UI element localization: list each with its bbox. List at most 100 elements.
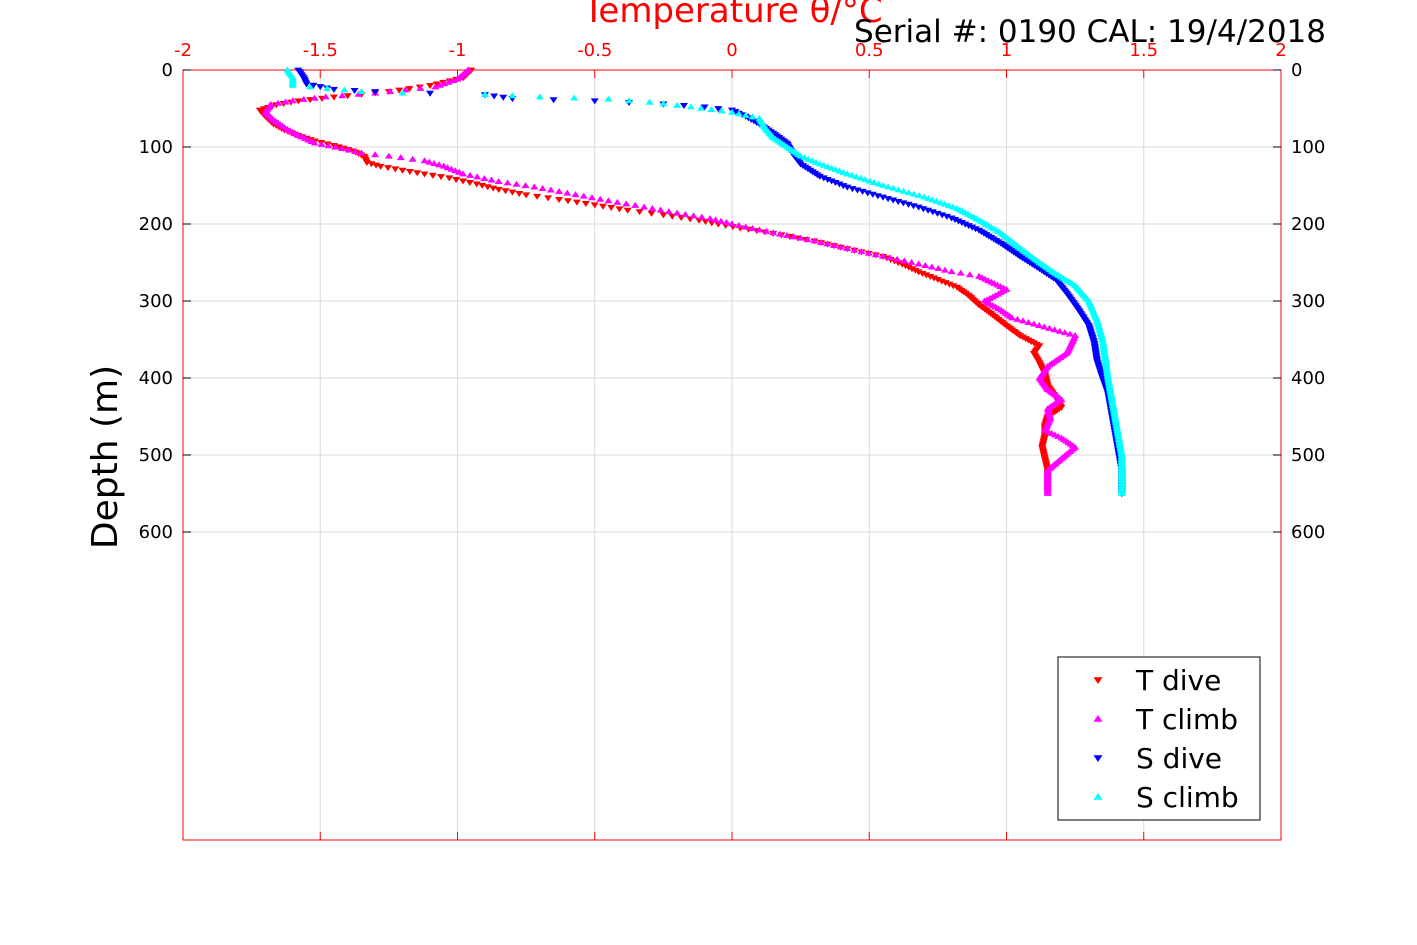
data-point — [816, 238, 825, 245]
data-point — [664, 208, 673, 215]
data-point — [329, 94, 338, 101]
legend-label: T climb — [1135, 703, 1238, 736]
data-point — [555, 188, 564, 195]
data-point — [656, 206, 665, 213]
data-point — [803, 235, 812, 242]
data-point — [706, 215, 715, 222]
data-point — [480, 91, 489, 98]
data-point — [928, 209, 937, 216]
data-point — [951, 216, 960, 223]
data-point — [376, 163, 385, 170]
data-point — [437, 174, 446, 181]
data-point — [915, 192, 924, 199]
data-point — [904, 189, 913, 196]
data-point — [613, 198, 622, 205]
data-point — [405, 168, 414, 175]
series-s-dive — [294, 67, 1126, 498]
data-point — [508, 189, 517, 196]
data-point — [604, 95, 613, 102]
data-point — [449, 77, 458, 84]
data-point — [434, 161, 443, 168]
data-point — [453, 75, 462, 82]
legend-label: T dive — [1135, 664, 1221, 697]
data-point — [1045, 324, 1054, 331]
data-point — [734, 110, 743, 117]
data-point — [1055, 327, 1064, 334]
data-point — [640, 203, 649, 210]
data-point — [932, 197, 941, 204]
legend-marker — [1093, 755, 1103, 763]
data-point — [865, 177, 874, 184]
data-point — [921, 261, 930, 268]
data-point — [933, 210, 942, 217]
chart-title: Temperature θ/°C — [582, 0, 882, 31]
data-point — [357, 149, 366, 156]
data-point — [776, 230, 785, 237]
legend-marker — [1093, 714, 1103, 722]
data-point — [878, 252, 887, 259]
data-point — [940, 200, 949, 207]
data-point — [889, 184, 898, 191]
data-point — [466, 171, 475, 178]
data-point — [1050, 326, 1059, 333]
data-point — [1024, 318, 1033, 325]
data-point — [465, 180, 474, 187]
x-tick-label: 1.5 — [1129, 40, 1158, 61]
data-point — [631, 201, 640, 208]
data-point — [413, 170, 422, 177]
data-point — [351, 148, 360, 155]
data-point — [570, 94, 579, 101]
data-point — [647, 210, 656, 217]
data-point — [473, 173, 482, 180]
legend-box — [1057, 656, 1261, 821]
data-point — [847, 171, 856, 178]
data-point — [874, 180, 883, 187]
data-point — [635, 209, 644, 216]
data-point — [908, 266, 917, 273]
legend-label: S climb — [1136, 781, 1239, 814]
data-point — [579, 192, 588, 199]
data-point — [1013, 315, 1022, 322]
data-point — [398, 89, 407, 96]
data-point — [1117, 489, 1126, 496]
data-point — [914, 204, 923, 211]
data-point — [588, 194, 597, 201]
data-point — [878, 181, 887, 188]
y-tick-label-right: 0 — [1291, 60, 1302, 81]
data-point — [302, 81, 311, 88]
x-tick-label: 2 — [1275, 40, 1286, 61]
data-point — [926, 273, 935, 280]
data-point — [1060, 329, 1069, 336]
data-point — [581, 201, 590, 208]
data-point — [904, 264, 913, 271]
data-point — [782, 231, 791, 238]
x-tick-label: 0.5 — [855, 40, 884, 61]
data-point — [623, 207, 632, 214]
legend-marker — [1093, 792, 1103, 800]
data-point — [596, 195, 605, 202]
data-point — [870, 179, 879, 186]
data-point — [681, 210, 690, 217]
data-point — [445, 175, 454, 182]
data-point — [728, 108, 736, 115]
data-point — [937, 278, 946, 285]
data-point — [549, 97, 558, 104]
data-point — [815, 173, 824, 180]
data-point — [396, 154, 405, 161]
data-point — [494, 186, 503, 193]
y-tick-label-left: 500 — [139, 445, 173, 466]
data-point — [697, 213, 706, 220]
data-point — [748, 225, 757, 232]
y-tick-label-left: 100 — [139, 137, 173, 158]
data-point — [331, 143, 340, 150]
data-point — [927, 263, 936, 270]
data-point — [425, 158, 434, 165]
data-point — [395, 87, 404, 94]
data-point — [827, 178, 836, 185]
data-point — [947, 268, 956, 275]
data-point — [431, 83, 440, 90]
data-point — [899, 187, 908, 194]
data-point — [894, 186, 903, 193]
data-point — [900, 257, 909, 264]
